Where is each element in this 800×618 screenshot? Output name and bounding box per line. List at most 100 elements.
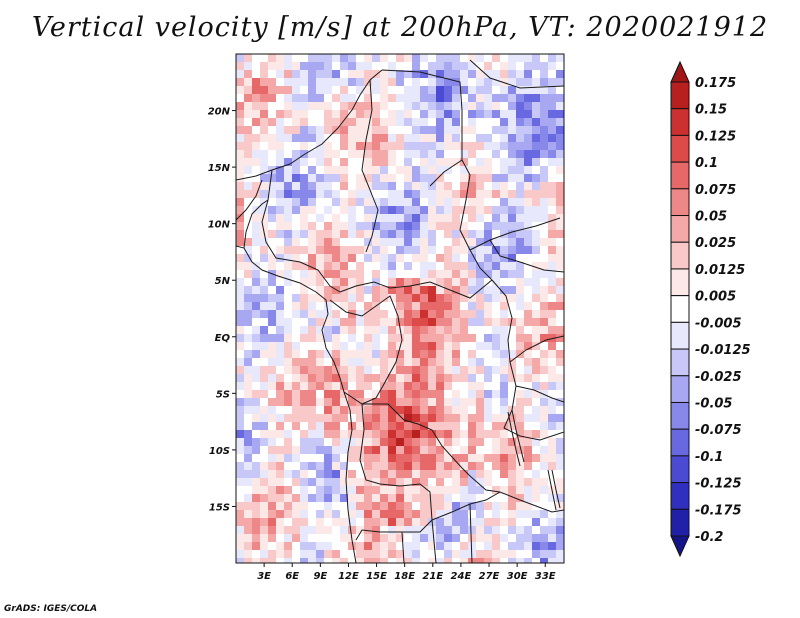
field-cell: [364, 374, 372, 382]
field-cell: [276, 518, 284, 526]
field-cell: [436, 302, 444, 310]
field-cell: [444, 358, 452, 366]
field-cell: [372, 414, 380, 422]
field-cell: [348, 110, 356, 118]
field-cell: [548, 518, 556, 526]
field-cell: [436, 462, 444, 470]
field-cell: [300, 310, 308, 318]
field-cell: [356, 158, 364, 166]
field-cell: [532, 238, 540, 246]
colorbar-swatch: [670, 348, 690, 377]
field-cell: [340, 470, 348, 478]
field-cell: [412, 526, 420, 534]
field-cell: [468, 118, 476, 126]
field-cell: [476, 134, 484, 142]
field-cell: [276, 278, 284, 286]
field-cell: [396, 558, 404, 563]
field-cell: [236, 270, 244, 278]
field-cell: [420, 310, 428, 318]
field-cell: [260, 478, 268, 486]
field-cell: [372, 526, 380, 534]
field-cell: [332, 454, 340, 462]
field-cell: [292, 294, 300, 302]
field-cell: [380, 390, 388, 398]
field-cell: [508, 230, 516, 238]
field-cell: [364, 326, 372, 334]
field-cell: [540, 406, 548, 414]
field-cell: [284, 190, 292, 198]
field-cell: [268, 118, 276, 126]
field-cell: [340, 342, 348, 350]
field-cell: [260, 278, 268, 286]
field-cell: [292, 358, 300, 366]
lon-label: 9E: [313, 571, 327, 582]
field-cell: [460, 350, 468, 358]
field-cell: [284, 454, 292, 462]
field-cell: [252, 358, 260, 366]
field-cell: [380, 110, 388, 118]
field-cell: [412, 110, 420, 118]
field-cell: [484, 414, 492, 422]
field-cell: [516, 102, 524, 110]
field-cell: [276, 534, 284, 542]
field-cell: [436, 150, 444, 158]
field-cell: [268, 414, 276, 422]
field-cell: [380, 470, 388, 478]
field-cell: [452, 550, 460, 558]
field-cell: [468, 350, 476, 358]
field-cell: [524, 438, 532, 446]
field-cell: [436, 350, 444, 358]
field-cell: [356, 70, 364, 78]
field-cell: [268, 246, 276, 254]
field-cell: [268, 358, 276, 366]
field-cell: [292, 190, 300, 198]
field-cell: [308, 230, 316, 238]
field-cell: [508, 214, 516, 222]
field-cell: [404, 430, 412, 438]
field-cell: [460, 302, 468, 310]
field-cell: [276, 438, 284, 446]
field-cell: [388, 142, 396, 150]
field-cell: [324, 254, 332, 262]
field-cell: [500, 198, 508, 206]
colorbar-swatch: [670, 268, 690, 297]
field-cell: [260, 558, 268, 563]
field-cell: [348, 542, 356, 550]
field-cell: [268, 318, 276, 326]
field-cell: [260, 318, 268, 326]
field-cell: [396, 414, 404, 422]
field-cell: [460, 286, 468, 294]
field-cell: [348, 550, 356, 558]
field-cell: [260, 350, 268, 358]
field-cell: [372, 398, 380, 406]
field-cell: [452, 446, 460, 454]
field-cell: [316, 310, 324, 318]
field-cell: [428, 462, 436, 470]
field-cell: [468, 526, 476, 534]
field-cell: [308, 158, 316, 166]
field-cell: [508, 254, 516, 262]
field-cell: [476, 302, 484, 310]
field-cell: [516, 406, 524, 414]
field-cell: [516, 446, 524, 454]
field-cell: [324, 110, 332, 118]
field-cell: [556, 334, 564, 342]
field-cell: [428, 390, 436, 398]
field-cell: [276, 70, 284, 78]
field-cell: [516, 174, 524, 182]
field-cell: [444, 262, 452, 270]
field-cell: [252, 142, 260, 150]
field-cell: [500, 222, 508, 230]
field-cell: [236, 278, 244, 286]
field-cell: [324, 470, 332, 478]
field-cell: [460, 238, 468, 246]
field-cell: [532, 326, 540, 334]
field-cell: [476, 62, 484, 70]
field-cell: [300, 390, 308, 398]
field-cell: [452, 126, 460, 134]
lake-tanganyika: [507, 409, 525, 467]
field-cell: [500, 350, 508, 358]
field-cell: [444, 190, 452, 198]
field-cell: [492, 494, 500, 502]
